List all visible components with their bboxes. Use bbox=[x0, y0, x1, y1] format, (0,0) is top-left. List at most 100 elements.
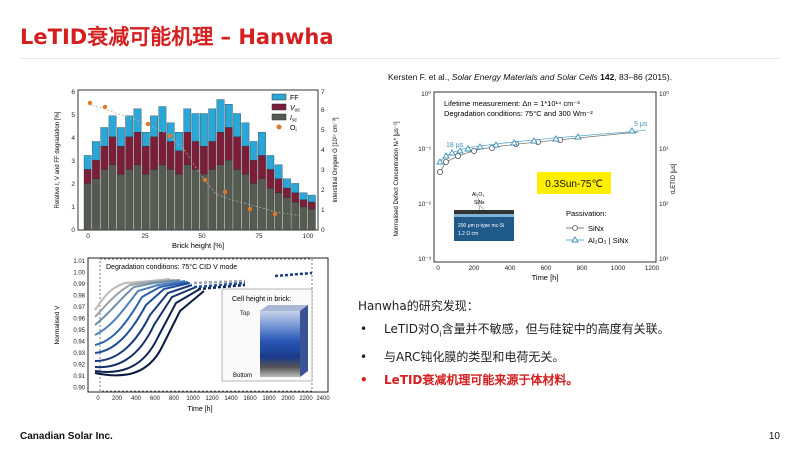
bar-segment bbox=[183, 108, 192, 133]
bar-segment bbox=[266, 155, 275, 170]
legend-al2o3: Al₂O₃ | SiNx bbox=[588, 236, 629, 245]
al2o3-point bbox=[552, 135, 560, 142]
bar-segment bbox=[216, 164, 225, 231]
legend-marker-sinx bbox=[572, 225, 578, 231]
al2o3-point bbox=[574, 133, 582, 140]
oxygen-point bbox=[202, 177, 208, 183]
voc-curve bbox=[94, 284, 193, 362]
oxygen-point bbox=[167, 133, 173, 139]
y-tick: 10⁻¹ bbox=[418, 146, 432, 153]
voc-late-segment bbox=[193, 281, 246, 289]
bar-segment bbox=[158, 106, 167, 133]
y-right-tick: 2 bbox=[321, 187, 325, 194]
y-tick: 10⁻³ bbox=[418, 256, 432, 263]
voc-late-segment bbox=[197, 283, 246, 291]
bar-segment bbox=[266, 169, 275, 189]
bar-segment bbox=[200, 173, 208, 231]
x-tick: 400 bbox=[131, 396, 142, 402]
cell-height-label: Cell height in brick: bbox=[232, 296, 291, 303]
x-tick: 1200 bbox=[205, 396, 219, 402]
bar-segment bbox=[299, 192, 308, 200]
bar-x-ticks: 0 25 50 75 100 bbox=[86, 233, 314, 240]
voc-late-segment bbox=[193, 279, 246, 285]
bar-segment bbox=[183, 164, 192, 231]
label-5us: 5 μs bbox=[634, 121, 648, 128]
diagram-resistivity-label: 1.2 Ω cm bbox=[458, 231, 478, 237]
lifetime-measurement-text: Lifetime measurement: Δn = 1*10¹⁴ cm⁻³ bbox=[444, 99, 580, 108]
voc-curve bbox=[94, 279, 176, 318]
bar-segment bbox=[191, 169, 200, 231]
diagram-pointer bbox=[479, 204, 485, 211]
legend-ff: FF bbox=[290, 95, 299, 102]
bar-segment bbox=[233, 113, 241, 137]
y-tick: 0.98 bbox=[73, 294, 85, 300]
bar-y-right-label: Interstitial Oxygen O [10¹⁷ cm⁻³] bbox=[332, 117, 339, 202]
bar-legend: FF Voc Isc Oi bbox=[271, 93, 300, 134]
x-tick: 0 bbox=[436, 265, 440, 272]
voc-y-label: Normalised V bbox=[54, 305, 61, 345]
bar-segment bbox=[183, 131, 192, 165]
oxygen-point bbox=[247, 206, 253, 212]
diagram-silicon-label: 200 μm p-type mc-Si bbox=[458, 223, 504, 229]
y-tick: 0 bbox=[71, 227, 75, 234]
brick-bottom-label: Bottom bbox=[233, 373, 252, 379]
x-tick: 100 bbox=[303, 233, 314, 240]
oxygen-points bbox=[87, 100, 278, 217]
oxygen-trend-line bbox=[87, 103, 303, 217]
y-right-tick: 5 bbox=[321, 127, 325, 134]
bar-segment bbox=[291, 201, 300, 231]
bar-segment bbox=[92, 178, 100, 231]
bar-segment bbox=[216, 131, 225, 165]
bar-segment bbox=[83, 169, 92, 184]
bar-segment bbox=[166, 141, 175, 170]
bar-segment bbox=[141, 131, 150, 147]
bar-segment bbox=[266, 187, 275, 231]
bar-segment bbox=[100, 145, 109, 170]
y-right-tick: 6 bbox=[321, 107, 325, 114]
defect-chart-svg: Lifetime measurement: Δn = 1*10¹⁴ cm⁻³ D… bbox=[394, 90, 677, 282]
citation-authors: Kersten F. et al., bbox=[388, 72, 452, 82]
voc-degradation-figure: Degradation conditions: 75°C CID V mode … bbox=[50, 255, 332, 415]
al2o3-point bbox=[456, 147, 464, 154]
y-right-tick: 10² bbox=[659, 201, 669, 208]
finding-oxygen: LeTID对Oi含量并不敏感，但与硅锭中的高度有关联。 bbox=[358, 321, 778, 342]
legend-swatch-ff bbox=[271, 93, 287, 101]
x-tick: 1000 bbox=[611, 265, 626, 272]
al2o3-points bbox=[436, 127, 636, 165]
al2o3-point bbox=[448, 149, 456, 156]
bar-segment bbox=[274, 192, 283, 231]
oxygen-point bbox=[145, 121, 151, 127]
bar-segment bbox=[291, 192, 300, 203]
bar-segment bbox=[150, 136, 158, 170]
bar-segment bbox=[92, 141, 100, 161]
sinx-point bbox=[443, 159, 450, 166]
oxygen-point bbox=[87, 100, 93, 106]
voc-late-segment bbox=[274, 271, 313, 278]
y-tick: 1 bbox=[71, 204, 75, 211]
bar-segment bbox=[241, 122, 250, 147]
al2o3-layer bbox=[454, 214, 514, 217]
y-tick: 10⁻² bbox=[418, 201, 432, 208]
bar-y-left-label: Relative I, V and FF degradation [%] bbox=[55, 111, 61, 208]
bar-segment bbox=[117, 127, 125, 147]
x-tick: 2200 bbox=[299, 396, 313, 402]
findings-list: LeTID对Oi含量并不敏感，但与硅锭中的高度有关联。 与ARC钝化膜的类型和电… bbox=[358, 321, 778, 388]
legend-swatch-isc bbox=[271, 113, 287, 121]
oxygen-point bbox=[102, 104, 108, 110]
y-right-tick: 10⁰ bbox=[659, 90, 669, 98]
al2o3-point bbox=[530, 137, 538, 144]
bar-segment bbox=[274, 164, 283, 179]
voc-curve bbox=[94, 286, 197, 369]
bar-segment bbox=[100, 169, 109, 231]
x-tick: 600 bbox=[150, 396, 161, 402]
y-right-tick: 4 bbox=[321, 147, 325, 154]
diagram-pointer bbox=[477, 196, 481, 215]
y-tick: 0.99 bbox=[73, 282, 85, 288]
bar-segment bbox=[133, 164, 142, 231]
y-tick: 0.91 bbox=[73, 374, 85, 380]
bar-segment bbox=[191, 113, 200, 142]
bar-segment bbox=[108, 136, 117, 165]
bar-segment bbox=[200, 113, 208, 147]
voc-curve bbox=[94, 290, 205, 377]
bar-segment bbox=[283, 187, 291, 198]
